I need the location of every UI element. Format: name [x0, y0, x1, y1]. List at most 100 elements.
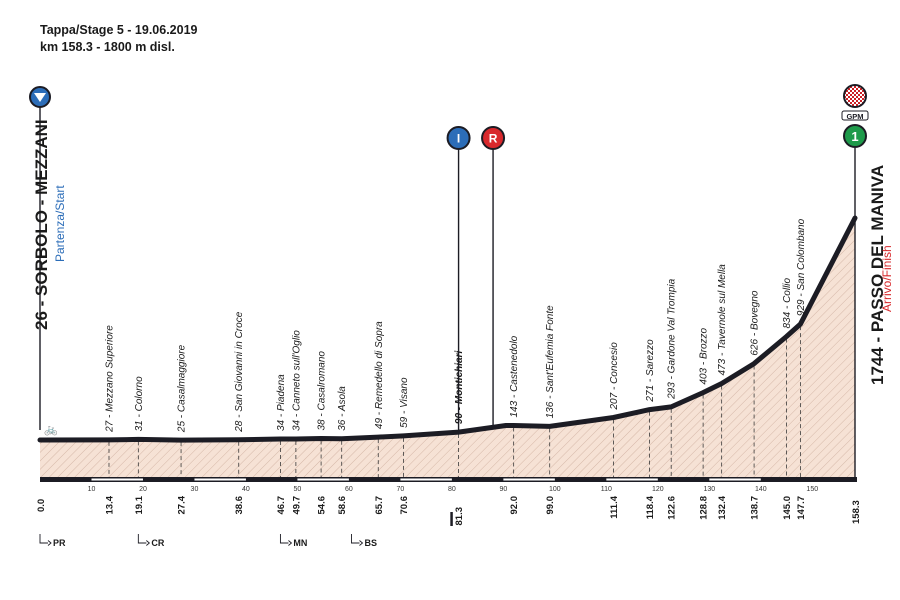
- waypoint-label: 473 - Tavernole sul Mella: [717, 264, 728, 376]
- waypoint-label: 403 - Brozzo: [699, 327, 710, 384]
- marker-letter: I: [457, 132, 460, 146]
- waypoint-km: 138.7: [750, 496, 761, 520]
- waypoint-km: 27.4: [177, 495, 188, 514]
- waypoint-label: 90 - Montichiari: [454, 351, 465, 425]
- ruler-segment: [709, 478, 761, 481]
- waypoint-label: 136 - Sant'Eufemia Fonte: [545, 305, 556, 419]
- waypoint-label: 143 - Castenedolo: [509, 335, 520, 417]
- km-tick-label: 20: [139, 486, 147, 493]
- km-tick-label: 150: [806, 486, 818, 493]
- start-km: 0.0: [36, 499, 47, 512]
- waypoint-label: 34 - Piadena: [276, 374, 287, 431]
- waypoint-label: 36 - Asola: [337, 386, 348, 431]
- ruler-segment: [503, 478, 555, 481]
- waypoint-label: 27 - Mezzano Superiore: [105, 325, 116, 433]
- km-tick-label: 90: [499, 486, 507, 493]
- km-ticks: 10 20 30 40 50 60 70 80 90 100 110 120 130 140 150: [88, 486, 819, 493]
- km-tick-label: 30: [191, 486, 199, 493]
- finish-km: 158.3: [851, 500, 862, 524]
- waypoint-km: 38.6: [234, 496, 245, 515]
- waypoint-km: 122.6: [667, 496, 678, 520]
- waypoint-km: 58.6: [337, 496, 348, 515]
- checkered-flag-icon: [843, 84, 867, 108]
- waypoint-label: 207 - Concesio: [609, 342, 620, 411]
- waypoint-label: 34 - Canneto sull'Oglio: [291, 330, 302, 431]
- waypoint-labels: 27 - Mezzano Superiore 31 - Colorno 25 - C…: [105, 218, 807, 433]
- ruler-segment: [400, 478, 452, 481]
- start-triangle-glyph: [34, 93, 46, 102]
- km-tick-label: 140: [755, 486, 767, 493]
- km-tick-label: 120: [652, 486, 664, 493]
- ruler-segment: [297, 478, 349, 481]
- gpm-category-icon: [843, 124, 867, 148]
- km-tick-label: 70: [396, 486, 404, 493]
- waypoint-km: 99.0: [545, 496, 556, 515]
- km-ruler-segments: [91, 478, 761, 481]
- stage-header: Tappa/Stage 5 - 19.06.2019 km 158.3 - 18…: [40, 22, 198, 56]
- section-arrow: [137, 534, 147, 544]
- waypoint-label: 626 - Bovegno: [750, 290, 761, 355]
- section-label: CR: [151, 538, 164, 548]
- section-arrow: [351, 534, 360, 544]
- waypoint-km: 145.0: [782, 496, 793, 520]
- gpm-category: 1: [851, 129, 858, 144]
- km-tick-label: 60: [345, 486, 353, 493]
- section-arrow-head: [146, 540, 151, 546]
- waypoint-label: 38 - Casalromano: [317, 351, 328, 431]
- stage-title: Tappa/Stage 5 - 19.06.2019: [40, 23, 198, 37]
- section-label: PR: [53, 538, 66, 548]
- feed-zone-icon: [481, 126, 506, 150]
- waypoint-km: 70.6: [399, 496, 410, 515]
- waypoint-km: 46.7: [276, 496, 287, 515]
- waypoint-km-labels: 13.4 19.1 27.4 38.6 46.7 49.7 54.6 58.6 65.7 70.6…: [105, 495, 807, 526]
- km-tick-label: 80: [448, 486, 456, 493]
- intermediate-sprint-icon: [446, 126, 471, 150]
- section-arrow-head: [288, 540, 293, 546]
- waypoint-label: 28 - San Giovanni in Croce: [234, 311, 245, 433]
- waypoint-km: 111.4: [609, 495, 620, 518]
- waypoint-km: 147.7: [796, 496, 807, 520]
- waypoint-label: 59 - Visano: [399, 377, 410, 428]
- province-sections: PR CR MN BS: [39, 534, 377, 548]
- stage-distance: km 158.3 - 1800 m disl.: [40, 40, 175, 54]
- finish-name: 1744 - PASSO DEL MANIVA: [868, 165, 887, 385]
- section-arrow: [39, 534, 48, 544]
- waypoint-km: 65.7: [374, 496, 385, 515]
- gpm-badge-box: [841, 110, 869, 121]
- waypoint-label: 293 - Gardone Val Trompia: [667, 278, 678, 399]
- waypoint-km: 132.4: [717, 495, 728, 519]
- km-tick-label: 50: [294, 486, 302, 493]
- section-label: BS: [364, 538, 377, 548]
- finish-subtitle: Arrivo/Finish: [880, 245, 894, 312]
- waypoint-label: 929 - San Colombano: [796, 218, 807, 316]
- profile-area: [40, 218, 855, 477]
- start-name: 26 - SORBOLO - MEZZANI: [32, 119, 51, 330]
- ruler-segment: [194, 478, 246, 481]
- waypoint-label: 25 - Casalmaggiore: [177, 344, 188, 433]
- waypoint-lines: [108, 326, 801, 477]
- km-tick-label: 110: [601, 486, 612, 493]
- km-tick-label: 100: [549, 486, 561, 493]
- section-arrow-head: [359, 540, 364, 546]
- ruler-segment: [606, 478, 658, 481]
- waypoint-km: 13.4: [105, 495, 116, 514]
- waypoint-km: 92.0: [509, 496, 520, 515]
- km-tick-label: 130: [703, 486, 715, 493]
- waypoint-label: 271 - Sarezzo: [645, 339, 656, 403]
- section-arrow-head: [47, 540, 52, 546]
- waypoint-km: 49.7: [291, 496, 302, 515]
- waypoint-label: 31 - Colorno: [134, 376, 145, 431]
- gpm-badge: GPM: [846, 112, 863, 121]
- bike-icon: 🚲: [44, 423, 58, 436]
- ruler-segment: [91, 478, 143, 481]
- profile-line: [37, 215, 858, 443]
- start-subtitle: Partenza/Start: [53, 185, 67, 262]
- waypoint-label: 49 - Remedello di Sopra: [374, 321, 385, 429]
- km-tick-label: 40: [242, 486, 250, 493]
- waypoint-km: 81.3: [454, 507, 465, 526]
- waypoint-label: 834 - Collio: [782, 277, 793, 328]
- section-arrow: [279, 534, 289, 544]
- km-tick-label: 10: [88, 486, 96, 493]
